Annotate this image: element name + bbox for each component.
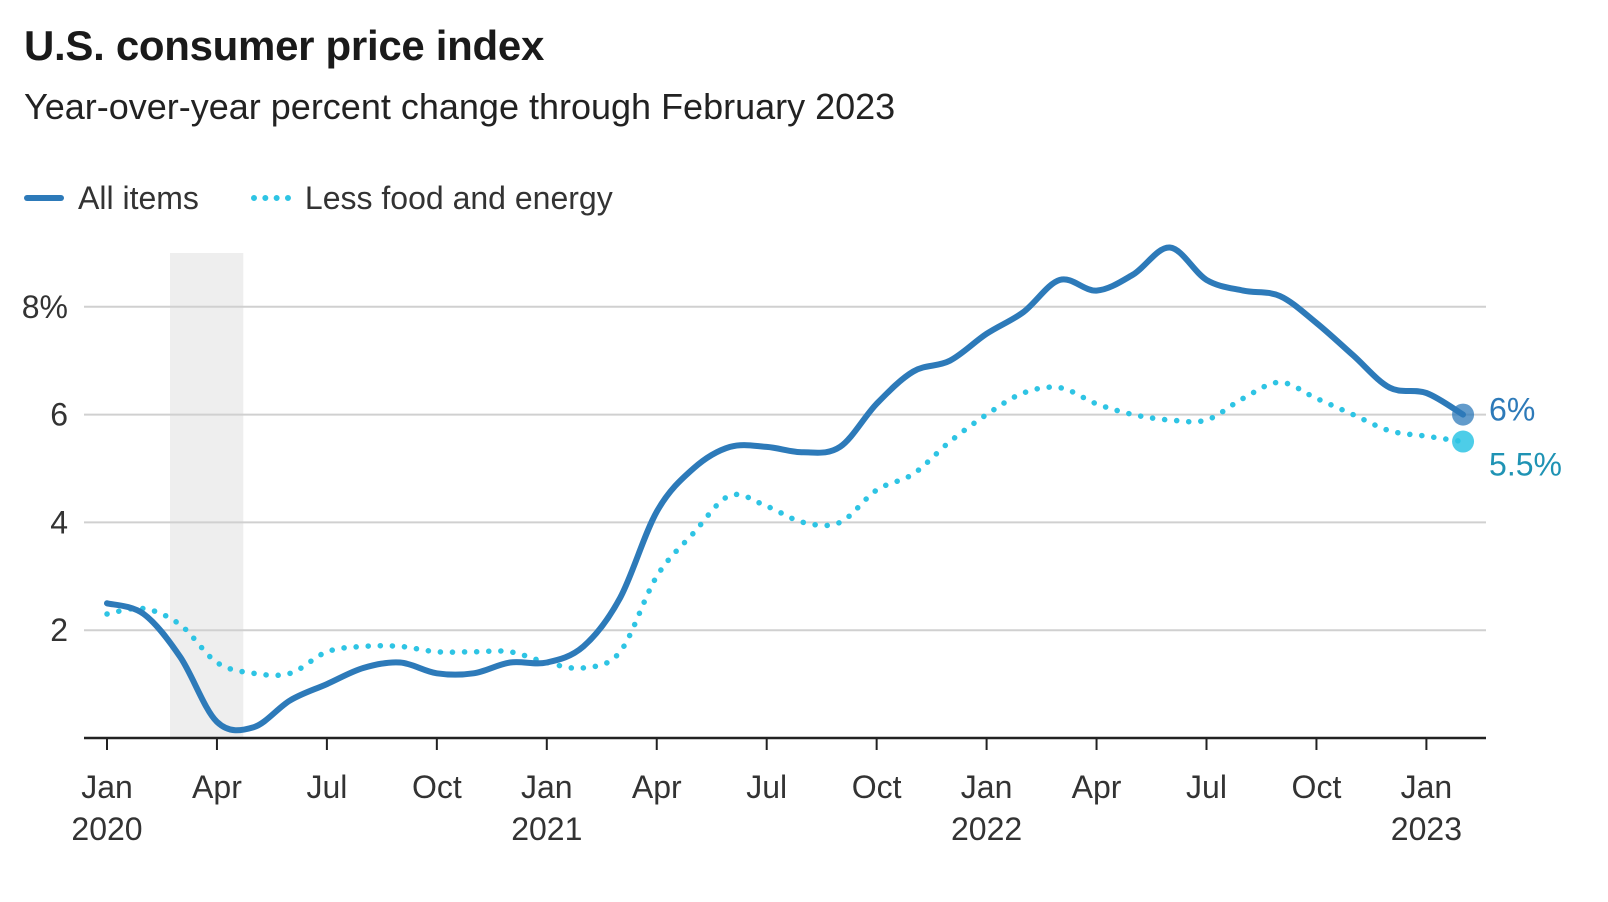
x-tick-month-label: Oct xyxy=(412,769,462,805)
recession-shading xyxy=(169,253,244,738)
x-tick-month-label: Jan xyxy=(961,769,1013,805)
x-tick-month-label: Oct xyxy=(852,769,902,805)
chart-legend: All items Less food and energy xyxy=(24,178,665,218)
x-axis xyxy=(84,736,1486,750)
x-tick-year-label: 2021 xyxy=(511,811,582,847)
x-tick-month-label: Apr xyxy=(1072,769,1122,805)
x-tick-year-label: 2020 xyxy=(71,811,142,847)
end-markers-group: 6% 5.5% xyxy=(1452,392,1562,483)
x-tick-month-label: Apr xyxy=(632,769,682,805)
recession-shading-group xyxy=(169,253,244,738)
end-value-label: 6% xyxy=(1489,392,1535,428)
legend-swatch-dotted xyxy=(250,195,291,201)
x-tick-month-label: Jan xyxy=(521,769,573,805)
end-point-marker xyxy=(1452,403,1475,426)
chart-title: U.S. consumer price index xyxy=(24,22,545,69)
y-tick-label: 6 xyxy=(50,397,68,433)
x-tick-month-label: Apr xyxy=(192,769,242,805)
x-axis-tick-labels: Jan 2020 Apr Jul Oct Jan 2021 Apr Jul Oct Jan 2022 A… xyxy=(71,769,1462,847)
y-axis-tick-labels: 2 4 6 8% xyxy=(22,289,68,648)
x-tick-month-label: Jul xyxy=(746,769,787,805)
x-tick-year-label: 2023 xyxy=(1391,811,1462,847)
series-line-less-food-and-energy xyxy=(104,379,1466,679)
gridlines-group xyxy=(84,305,1486,632)
y-tick-label: 2 xyxy=(50,612,68,648)
y-tick-label: 8% xyxy=(22,289,68,325)
x-tick-year-label: 2022 xyxy=(951,811,1022,847)
x-tick-month-label: Jan xyxy=(81,769,133,805)
legend-item-less-food-energy: Less food and energy xyxy=(250,179,613,217)
end-point-marker xyxy=(1452,430,1475,453)
legend-item-all-items: All items xyxy=(24,180,199,217)
end-value-label: 5.5% xyxy=(1489,447,1562,483)
x-tick-month-label: Jul xyxy=(1186,769,1227,805)
legend-swatch-solid xyxy=(24,195,64,201)
x-tick-month-label: Jul xyxy=(306,769,347,805)
legend-label-all-items: All items xyxy=(78,179,199,216)
x-tick-month-label: Jan xyxy=(1401,769,1453,805)
series-lines-group xyxy=(104,244,1466,734)
y-tick-label: 4 xyxy=(50,504,68,540)
x-tick-month-label: Oct xyxy=(1292,769,1342,805)
series-line-all-items xyxy=(104,244,1466,734)
legend-label-less-food-energy: Less food and energy xyxy=(304,179,613,216)
chart-subtitle: Year-over-year percent change through Fe… xyxy=(24,86,896,127)
